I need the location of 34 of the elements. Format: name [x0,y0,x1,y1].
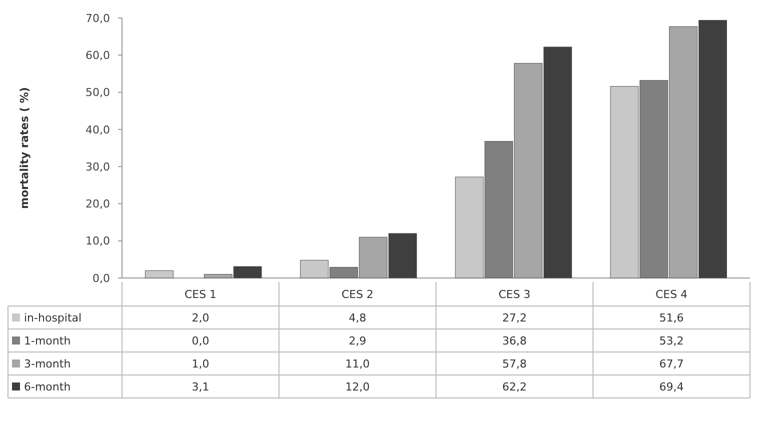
data-label: 2,0 [192,311,210,324]
legend-label: in-hospital [24,311,82,324]
x-tick-label: CES 1 [184,288,217,301]
legend-label: 1-month [24,334,71,348]
data-label: 11,0 [345,357,370,370]
y-tick-label: 70,0 [86,12,110,25]
y-tick-label: 60,0 [86,48,110,62]
y-tick-label: 10,0 [86,234,110,248]
data-label: 4,8 [348,311,366,324]
data-label: 62,2 [502,380,527,394]
data-label: 1,0 [192,357,210,370]
data-label: 27,2 [502,311,527,324]
y-tick-label: 50,0 [86,86,110,100]
y-tick-label: 30,0 [86,160,110,174]
data-label: 51,6 [659,311,684,324]
x-tick-label: CES 3 [498,288,531,301]
data-label: 36,8 [502,334,527,348]
legend-label: 6-month [24,380,71,394]
x-tick-label: CES 4 [655,288,688,301]
data-label: 3,1 [192,380,210,394]
bar [145,270,174,278]
data-label: 12,0 [345,380,370,394]
data-label: 67,7 [659,357,684,370]
legend-label: 3-month [24,357,71,370]
y-tick-label: 20,0 [86,198,110,211]
data-label: 57,8 [502,357,527,370]
data-label: 0,0 [192,334,210,348]
y-tick-label: 40,0 [86,123,110,136]
data-label: 2,9 [348,334,366,348]
x-tick-label: CES 2 [341,288,374,301]
data-label: 69,4 [659,380,684,394]
data-label: 53,2 [659,334,684,348]
y-tick-label: 0,0 [92,272,110,285]
y-axis-title: mortality rates ( %) [18,87,31,209]
